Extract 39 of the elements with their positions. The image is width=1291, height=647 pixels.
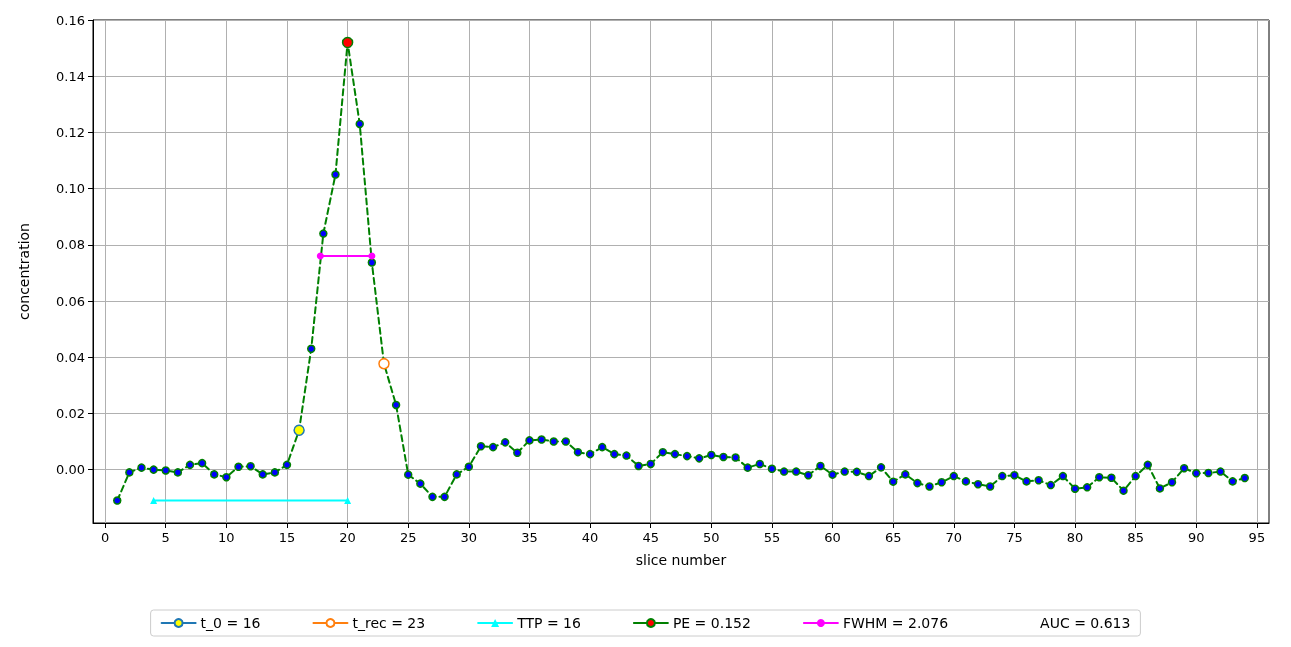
legend-label: TTP = 16 [516,615,581,631]
y-tick-label: 0.16 [56,12,85,28]
text: AUC = 0.613 [1040,615,1131,631]
x-tick-label: 30 [460,530,478,545]
legend-label: FWHM = 2.076 [842,615,949,631]
legend-label: t_0 = 16 [200,615,261,631]
x-tick-label: 65 [884,530,902,545]
legend-label: PE = 0.152 [672,615,751,631]
point [316,252,324,260]
x-tick-label: 5 [161,530,170,545]
x-tick-label: 85 [1127,530,1144,545]
x-tick-label: 25 [399,530,417,545]
legend-label: t_rec = 23 [352,615,426,631]
x-tick-label: 50 [703,530,720,545]
y-axis-title: concentration [16,223,32,320]
x-tick-label: 45 [642,530,659,545]
x-axis-title: slice number [635,552,727,568]
y-tick-label: 0.12 [56,124,85,140]
y-tick-label: 0.00 [56,462,85,478]
x-tick-label: 40 [581,530,599,545]
x-tick-label: 90 [1187,530,1205,545]
y-tick-label: 0.10 [56,181,85,197]
x-tick-label: 80 [1066,530,1084,545]
x-tick-label: 10 [218,530,235,545]
x-tick-label: 35 [521,530,538,545]
y-tick-label: 0.02 [56,405,85,421]
x-tick-label: 15 [278,530,296,545]
x-tick-label: 75 [1006,530,1023,545]
y-tick-label: 0.04 [56,349,85,365]
y-tick-label: 0.08 [56,237,85,253]
point [368,252,376,260]
x-tick-label: 55 [763,530,781,545]
x-tick-label: 95 [1248,530,1266,545]
y-tick-label: 0.06 [56,293,85,309]
x-tick-label: 70 [945,530,963,545]
x-tick-label: 0 [100,530,110,545]
x-tick-label: 20 [339,530,356,545]
x-tick-label: 60 [824,530,841,545]
y-tick-label: 0.14 [56,68,85,84]
